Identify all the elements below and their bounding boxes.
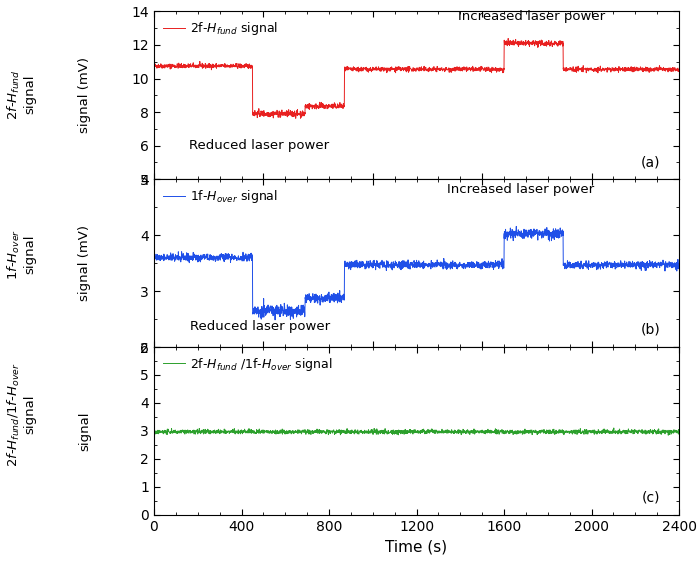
1f-$H_{over}$ signal <box>580 260 589 267</box>
2f-$H_{fund}$ signal <box>369 65 377 72</box>
2f-$H_{fund}$ signal <box>580 65 589 72</box>
2f-$H_{fund}$ /1f-$H_{over}$ signal <box>675 431 683 438</box>
2f-$H_{fund}$ /1f-$H_{over}$ signal <box>222 430 230 436</box>
Legend: 2f-$H_{fund}$ /1f-$H_{over}$ signal: 2f-$H_{fund}$ /1f-$H_{over}$ signal <box>159 352 337 376</box>
2f-$H_{fund}$ /1f-$H_{over}$ signal <box>190 430 199 436</box>
Text: $2f$-$H_{fund}$
signal: $2f$-$H_{fund}$ signal <box>6 69 36 120</box>
Line: 1f-$H_{over}$ signal: 1f-$H_{over}$ signal <box>154 227 679 320</box>
Line: 2f-$H_{fund}$ signal: 2f-$H_{fund}$ signal <box>154 38 679 118</box>
1f-$H_{over}$ signal <box>547 229 555 236</box>
2f-$H_{fund}$ signal <box>291 115 300 122</box>
1f-$H_{over}$ signal <box>369 261 377 268</box>
Text: Reduced laser power: Reduced laser power <box>190 320 330 333</box>
Legend: 2f-$H_{fund}$ signal: 2f-$H_{fund}$ signal <box>159 17 282 41</box>
Legend: 1f-$H_{over}$ signal: 1f-$H_{over}$ signal <box>159 184 282 209</box>
2f-$H_{fund}$ /1f-$H_{over}$ signal <box>150 428 158 435</box>
Y-axis label: signal (mV): signal (mV) <box>78 225 91 301</box>
Text: Reduced laser power: Reduced laser power <box>189 139 329 152</box>
Text: (a): (a) <box>641 155 661 169</box>
1f-$H_{over}$ signal <box>675 262 683 269</box>
2f-$H_{fund}$ /1f-$H_{over}$ signal <box>594 429 603 436</box>
2f-$H_{fund}$ signal <box>547 39 555 46</box>
Text: Increased laser power: Increased laser power <box>447 183 594 196</box>
Y-axis label: signal (mV): signal (mV) <box>78 57 91 133</box>
Y-axis label: signal: signal <box>78 411 91 451</box>
2f-$H_{fund}$ signal <box>351 66 360 73</box>
Text: (c): (c) <box>642 491 661 505</box>
2f-$H_{fund}$ /1f-$H_{over}$ signal <box>610 424 618 431</box>
Line: 2f-$H_{fund}$ /1f-$H_{over}$ signal: 2f-$H_{fund}$ /1f-$H_{over}$ signal <box>154 428 679 435</box>
2f-$H_{fund}$ signal <box>616 65 624 72</box>
Text: $2f$-$H_{fund}$/$1f$-$H_{over}$
signal: $2f$-$H_{fund}$/$1f$-$H_{over}$ signal <box>6 363 36 467</box>
1f-$H_{over}$ signal <box>552 229 560 236</box>
2f-$H_{fund}$ signal <box>150 62 158 69</box>
Text: Increased laser power: Increased laser power <box>458 10 606 23</box>
X-axis label: Time (s): Time (s) <box>386 539 447 554</box>
1f-$H_{over}$ signal <box>271 316 279 323</box>
Text: $1f$-$H_{over}$
signal: $1f$-$H_{over}$ signal <box>6 229 36 280</box>
2f-$H_{fund}$ /1f-$H_{over}$ signal <box>207 428 216 435</box>
1f-$H_{over}$ signal <box>351 262 360 269</box>
2f-$H_{fund}$ signal <box>675 66 683 73</box>
2f-$H_{fund}$ signal <box>504 35 512 42</box>
Text: (b): (b) <box>641 323 661 337</box>
1f-$H_{over}$ signal <box>512 223 521 230</box>
2f-$H_{fund}$ signal <box>552 38 560 45</box>
1f-$H_{over}$ signal <box>150 257 158 264</box>
2f-$H_{fund}$ /1f-$H_{over}$ signal <box>664 432 673 439</box>
1f-$H_{over}$ signal <box>616 260 624 267</box>
2f-$H_{fund}$ /1f-$H_{over}$ signal <box>388 428 396 435</box>
2f-$H_{fund}$ /1f-$H_{over}$ signal <box>164 427 173 434</box>
